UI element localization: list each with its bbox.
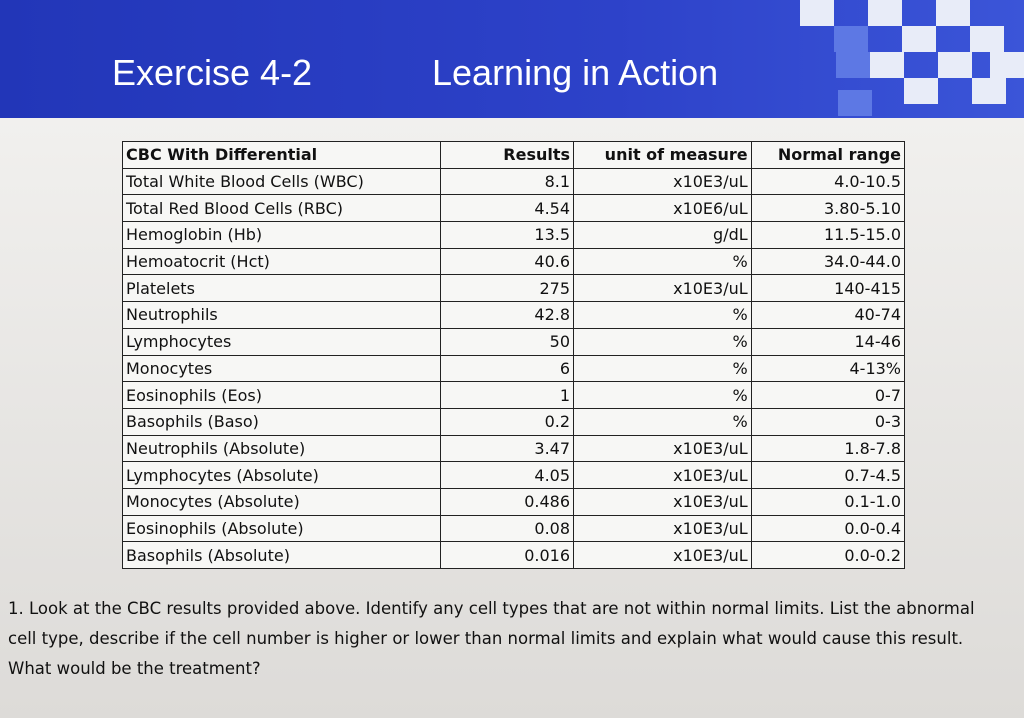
cell: 1.8-7.8 bbox=[750, 434, 906, 463]
decor bbox=[870, 52, 904, 78]
cell: Neutrophils (Absolute) bbox=[121, 434, 442, 463]
table-row: Monocytes 6% 4-13% bbox=[121, 354, 906, 383]
cell: 8.1 bbox=[440, 167, 575, 196]
cell: x10E3/uL bbox=[573, 274, 752, 303]
cell: % bbox=[573, 247, 752, 276]
cell: 0.0-0.2 bbox=[750, 541, 906, 569]
cell: % bbox=[573, 327, 752, 356]
cell: x10E3/uL bbox=[573, 487, 752, 516]
decor bbox=[936, 0, 970, 26]
cell: 275 bbox=[440, 274, 575, 303]
column-header: Normal range bbox=[750, 141, 906, 169]
cell: Monocytes (Absolute) bbox=[121, 487, 442, 516]
decor bbox=[970, 26, 1004, 52]
decor bbox=[972, 78, 1006, 104]
cell: 4-13% bbox=[750, 354, 906, 383]
cell: x10E3/uL bbox=[573, 514, 752, 543]
table-row: Neutrophils (Absolute) 3.47 x10E3/uL 1.8-7.… bbox=[121, 434, 906, 463]
table-row: Eosinophils (Eos) 1% 0-7 bbox=[121, 381, 906, 409]
cell: 13.5 bbox=[440, 221, 575, 249]
cell: 0.1-1.0 bbox=[750, 487, 906, 516]
cell: 0.0-0.4 bbox=[750, 514, 906, 543]
cell: Monocytes bbox=[121, 354, 442, 383]
cell: Total Red Blood Cells (RBC) bbox=[121, 194, 442, 223]
cell: Lymphocytes bbox=[121, 327, 442, 356]
table-row: Total Red Blood Cells (RBC) 4.54 x10E6/uL 3… bbox=[121, 194, 906, 223]
cell: Hemoglobin (Hb) bbox=[121, 221, 442, 249]
decor bbox=[834, 26, 868, 52]
table-row: Platelets 275 x10E3/uL 140-415 bbox=[121, 274, 906, 303]
table-row: Total White Blood Cells (WBC) 8.1 x10E3/uL… bbox=[121, 167, 906, 196]
decor bbox=[838, 90, 872, 116]
cell: 40-74 bbox=[750, 301, 906, 329]
table-row: Neutrophils 42.8% 40-74 bbox=[121, 301, 906, 329]
cbc-table: CBC With Differential Results unit of meas… bbox=[121, 141, 906, 569]
cell: 6 bbox=[440, 354, 575, 383]
cell: Basophils (Absolute) bbox=[121, 541, 442, 569]
table-row: Monocytes (Absolute) 0.486 x10E3/uL 0.1-1.0 bbox=[121, 487, 906, 516]
cell: 4.0-10.5 bbox=[750, 167, 906, 196]
table-row: Hemoglobin (Hb) 13.5 g/dL 11.5-15.0 bbox=[121, 221, 906, 249]
cell: Basophils (Baso) bbox=[121, 407, 442, 436]
question: 1. Look at the CBC results provided abov… bbox=[8, 599, 975, 678]
cell: 0.2 bbox=[440, 407, 575, 436]
cell: 0-7 bbox=[750, 381, 906, 409]
cell: 140-415 bbox=[750, 274, 906, 303]
table-row: Basophils (Baso) 0.2% 0-3 bbox=[121, 407, 906, 436]
cell: x10E3/uL bbox=[573, 434, 752, 463]
cell: Eosinophils (Eos) bbox=[121, 381, 442, 409]
table-row: Eosinophils (Absolute) 0.08 x10E3/uL 0.0-0.… bbox=[121, 514, 906, 543]
cell: 4.54 bbox=[440, 194, 575, 223]
cell: 3.47 bbox=[440, 434, 575, 463]
decor bbox=[800, 0, 834, 26]
table-row: Basophils (Absolute) 0.016 x10E3/uL 0.0-0.2 bbox=[121, 541, 906, 569]
cell: 42.8 bbox=[440, 301, 575, 329]
decor bbox=[902, 26, 936, 52]
cell: 40.6 bbox=[440, 247, 575, 276]
cell: % bbox=[573, 354, 752, 383]
cell: x10E3/uL bbox=[573, 541, 752, 569]
cell: % bbox=[573, 381, 752, 409]
table-row: Lymphocytes (Absolute) 4.05 x10E3/uL 0.7-4.… bbox=[121, 461, 906, 489]
cell: Eosinophils (Absolute) bbox=[121, 514, 442, 543]
decor bbox=[938, 52, 972, 78]
cell: 3.80-5.10 bbox=[750, 194, 906, 223]
table-row: Hemoatocrit (Hct) 40.6% 34.0-44.0 bbox=[121, 247, 906, 276]
cell: 50 bbox=[440, 327, 575, 356]
cell: Lymphocytes (Absolute) bbox=[121, 461, 442, 489]
exercise-label: Exercise 4-2 bbox=[112, 52, 313, 93]
decor bbox=[836, 52, 870, 78]
cell: 0.7-4.5 bbox=[750, 461, 906, 489]
cell: g/dL bbox=[573, 221, 752, 249]
cell: x10E3/uL bbox=[573, 461, 752, 489]
decor bbox=[868, 0, 902, 26]
table-row: Lymphocytes 50% 14-46 bbox=[121, 327, 906, 356]
cell: x10E3/uL bbox=[573, 167, 752, 196]
decor bbox=[990, 52, 1024, 78]
cell: 14-46 bbox=[750, 327, 906, 356]
cell: % bbox=[573, 301, 752, 329]
cell: x10E6/uL bbox=[573, 194, 752, 223]
cell: 0-3 bbox=[750, 407, 906, 436]
cell: 4.05 bbox=[440, 461, 575, 489]
column-header: Results bbox=[440, 141, 575, 169]
banner: Exercise 4-2 Learning in Action bbox=[0, 0, 1024, 118]
cell: Neutrophils bbox=[121, 301, 442, 329]
decor bbox=[904, 78, 938, 104]
slide-title: Learning in Action bbox=[432, 52, 719, 93]
cell: 0.486 bbox=[440, 487, 575, 516]
cell: % bbox=[573, 407, 752, 436]
cell: 0.016 bbox=[440, 541, 575, 569]
cell: 1 bbox=[440, 381, 575, 409]
cell: Hemoatocrit (Hct) bbox=[121, 247, 442, 276]
cell: 11.5-15.0 bbox=[750, 221, 906, 249]
cell: Platelets bbox=[121, 274, 442, 303]
cell: Total White Blood Cells (WBC) bbox=[121, 167, 442, 196]
column-header: unit of measure bbox=[573, 141, 752, 169]
cell: 34.0-44.0 bbox=[750, 247, 906, 276]
header-row: CBC With Differential Results unit of meas… bbox=[121, 141, 906, 169]
cell: 0.08 bbox=[440, 514, 575, 543]
column-header: CBC With Differential bbox=[121, 141, 442, 169]
